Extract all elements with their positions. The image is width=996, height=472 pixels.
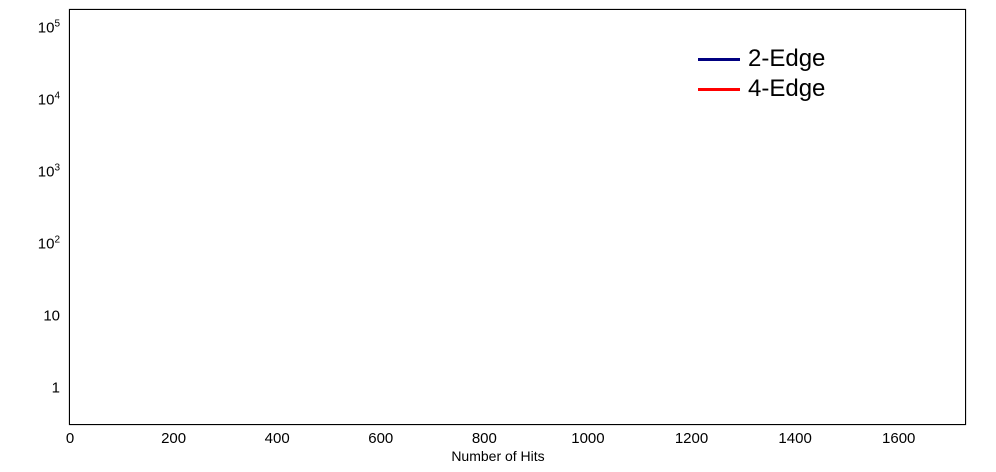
legend-entry-4-edge: 4-Edge [698,74,858,104]
x-tick-label: 1200 [674,430,709,447]
x-axis-title: Number of Hits [451,448,545,464]
y-tick-label: 10 [43,307,60,325]
x-tick-label: 1400 [778,430,812,447]
x-tick-label: 400 [264,430,290,447]
y-tick-label: 102 [37,234,60,253]
legend-entry-2-edge: 2-Edge [698,44,858,74]
plot-frame [69,9,966,425]
plot-legend: 2-Edge 4-Edge [698,44,858,104]
y-tick-label: 104 [37,90,60,109]
legend-label-2-edge: 2-Edge [748,45,826,72]
x-tick-label: 0 [65,430,75,447]
x-tick-label: 200 [161,430,187,447]
x-tick-label: 600 [368,430,394,447]
legend-label-4-edge: 4-Edge [748,75,826,102]
y-tick-label: 105 [37,18,60,37]
legend-swatch-2-edge [698,57,740,61]
x-tick-label: 800 [471,430,497,447]
y-tick-label: 1 [51,379,60,397]
y-tick-label: 103 [37,162,60,181]
x-tick-label: 1600 [882,430,916,447]
x-tick-label: 1000 [571,430,605,447]
legend-swatch-4-edge [698,87,740,91]
